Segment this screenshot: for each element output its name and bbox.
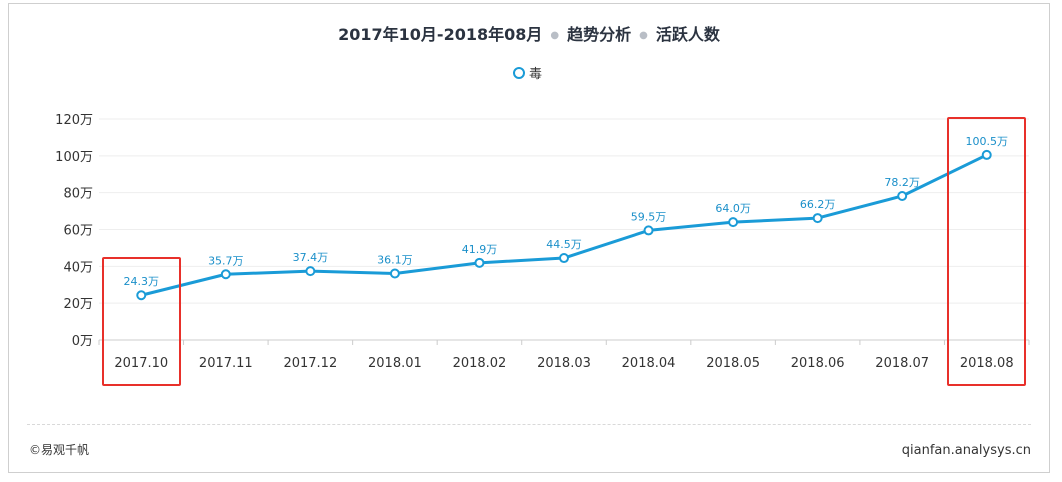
x-tick-label: 2018.07 — [875, 356, 929, 371]
highlight-box — [947, 116, 1026, 386]
data-label: 59.5万 — [631, 210, 667, 223]
line-chart: 0万 20万 40万 60万 80万 100万 120万 2017.10 2017.11 2017… — [55, 113, 1030, 371]
data-label: 36.1万 — [377, 254, 413, 267]
title-separator: ● — [639, 30, 648, 41]
title-metric: 活跃人数 — [655, 25, 720, 44]
x-tick-label: 2018.05 — [706, 356, 760, 371]
data-label: 100.5万 — [965, 135, 1008, 148]
data-point — [559, 253, 569, 264]
y-tick-label: 60万 — [63, 224, 93, 239]
x-tick-label: 2018.01 — [368, 356, 422, 371]
x-tick-label: 2018.06 — [791, 356, 845, 371]
y-tick-label: 120万 — [55, 113, 93, 128]
y-tick-label: 20万 — [63, 297, 93, 312]
data-label: 37.4万 — [293, 251, 329, 264]
x-tick-label: 2018.02 — [453, 356, 507, 371]
legend-marker-icon — [513, 66, 525, 79]
x-tick-label: 2018.04 — [622, 356, 676, 371]
copyright-text: ©易观千帆 — [29, 443, 90, 457]
data-point — [812, 213, 823, 224]
x-tick-label: 2018.08 — [960, 356, 1014, 371]
footer-divider — [27, 424, 1031, 425]
title-period: 2017年10月-2018年08月 — [338, 25, 543, 44]
legend[interactable]: 毒 — [513, 63, 542, 82]
data-label: 41.9万 — [462, 243, 498, 256]
data-point — [643, 225, 654, 236]
data-point — [136, 290, 147, 301]
data-label: 44.5万 — [546, 238, 582, 251]
x-tick-label: 2018.03 — [537, 356, 591, 371]
data-point — [897, 190, 908, 201]
x-tick-label: 2017.12 — [283, 356, 337, 371]
data-point — [728, 217, 739, 228]
y-tick-label: 40万 — [63, 260, 93, 275]
highlight-box — [102, 257, 181, 386]
data-label: 66.2万 — [800, 198, 836, 211]
data-point — [474, 257, 485, 268]
y-tick-label: 80万 — [63, 187, 93, 202]
x-tick-label: 2017.10 — [114, 356, 168, 371]
chart-card: 2017年10月-2018年08月 ● 趋势分析 ● 活跃人数 毒 0万 20万 40万 60… — [8, 3, 1050, 473]
site-url[interactable]: qianfan.analysys.cn — [901, 443, 1031, 458]
x-tick-label: 2017.11 — [199, 356, 253, 371]
data-point — [220, 269, 231, 280]
title-section: 趋势分析 — [567, 25, 632, 44]
data-label: 35.7万 — [208, 254, 244, 267]
y-tick-label: 0万 — [72, 334, 93, 349]
data-point — [305, 266, 316, 277]
data-label: 24.3万 — [124, 275, 160, 288]
y-tick-label: 100万 — [55, 150, 93, 165]
title-separator: ● — [550, 30, 560, 41]
legend-label: 毒 — [529, 67, 543, 82]
data-label: 78.2万 — [884, 176, 920, 189]
data-label: 64.0万 — [715, 202, 751, 215]
chart-title: 2017年10月-2018年08月 ● 趋势分析 ● 活跃人数 — [9, 21, 1049, 45]
data-point — [389, 268, 400, 279]
series-line — [140, 153, 988, 297]
data-point — [981, 149, 992, 160]
